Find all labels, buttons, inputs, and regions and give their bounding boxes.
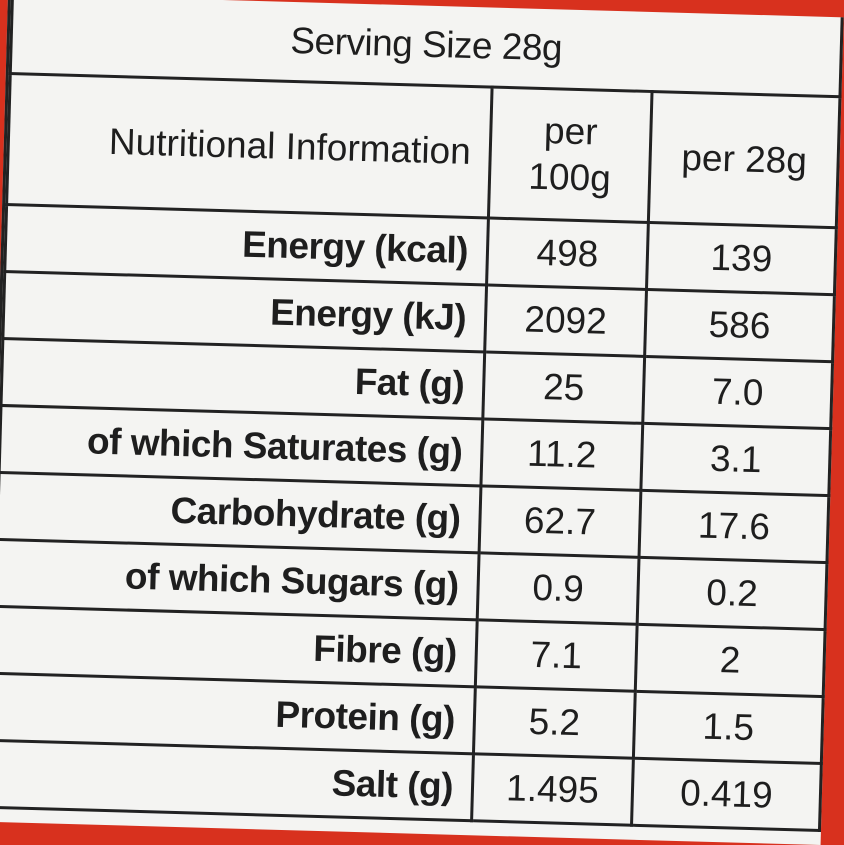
value-per-serving: 2 xyxy=(635,624,826,697)
value-per-100g: 1.495 xyxy=(471,753,634,826)
nutrient-name: Salt (g) xyxy=(0,740,474,821)
value-per-serving: 7.0 xyxy=(642,356,833,429)
value-per-serving: 17.6 xyxy=(639,490,829,563)
value-per-serving: 3.1 xyxy=(640,423,831,496)
value-per-100g: 11.2 xyxy=(480,418,643,491)
value-per-serving: 1.5 xyxy=(633,691,824,764)
header-per-100g: per 100g xyxy=(488,87,653,223)
value-per-serving: 0.2 xyxy=(637,557,827,630)
header-label: Nutritional Information xyxy=(6,73,493,219)
value-per-100g: 498 xyxy=(486,218,649,290)
value-per-100g: 7.1 xyxy=(475,619,638,692)
value-per-serving: 586 xyxy=(644,289,835,362)
value-per-100g: 25 xyxy=(482,351,645,424)
value-per-serving: 0.419 xyxy=(631,758,822,831)
value-per-100g: 0.9 xyxy=(477,552,640,625)
value-per-serving: 139 xyxy=(646,222,837,295)
value-per-100g: 62.7 xyxy=(479,485,641,558)
value-per-100g: 5.2 xyxy=(473,686,636,759)
value-per-100g: 2092 xyxy=(484,284,647,357)
header-per-serving: per 28g xyxy=(648,91,840,228)
header-row: Nutritional Information per 100g per 28g xyxy=(6,73,840,228)
